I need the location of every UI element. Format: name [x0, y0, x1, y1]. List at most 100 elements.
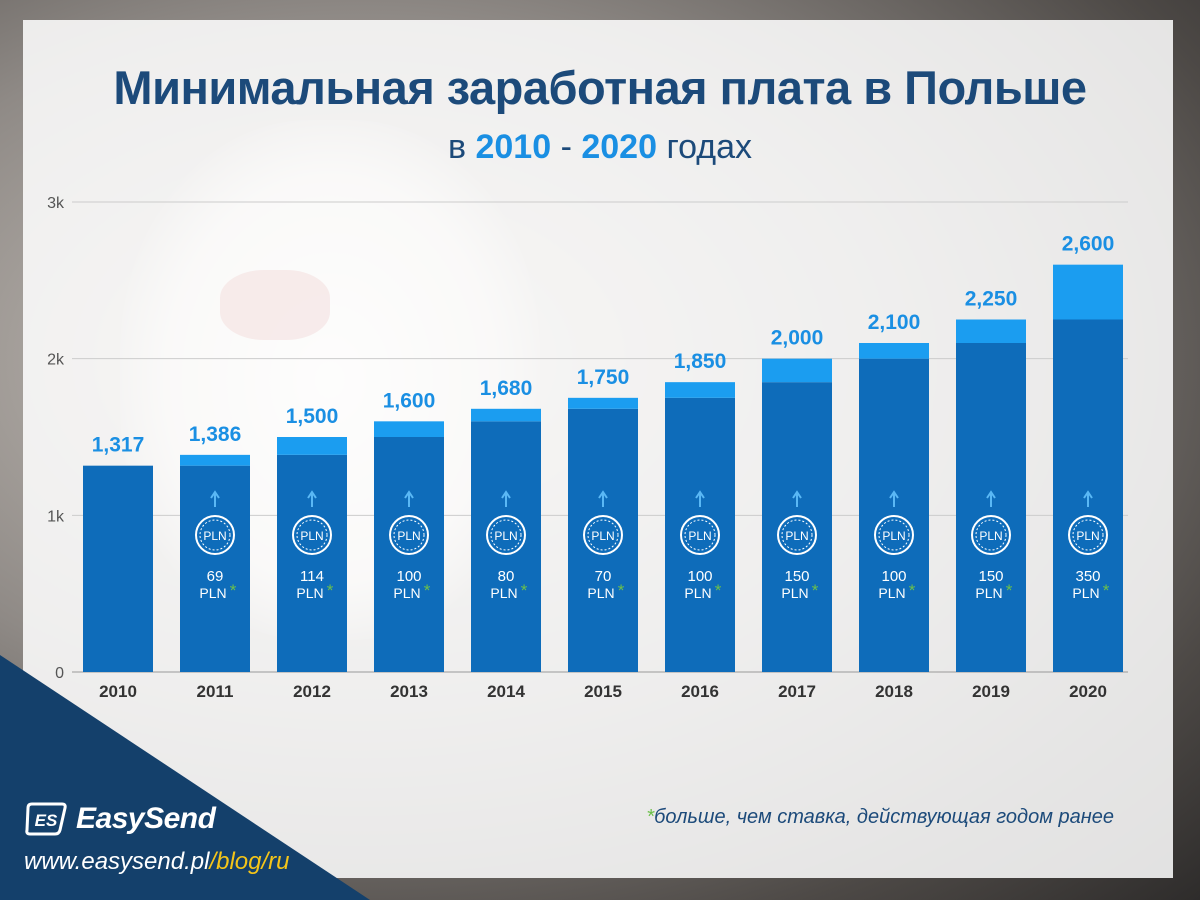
- coin-icon: [777, 515, 817, 555]
- increase-unit: PLN: [587, 585, 614, 601]
- bar-value-label: 2,250: [965, 288, 1018, 311]
- coin-icon: [486, 515, 526, 555]
- x-tick-label: 2012: [293, 682, 331, 701]
- increase-star: *: [327, 581, 334, 600]
- bar-increase: [374, 421, 444, 437]
- coin-label: PLN: [591, 529, 614, 543]
- coin-rim-icon: [296, 519, 328, 551]
- subtitle-prefix: в: [447, 128, 467, 166]
- increase-star: *: [618, 581, 625, 600]
- bar-value-label: 1,850: [674, 350, 727, 373]
- page-subtitle: в 2010 - 2020 годах: [0, 128, 1200, 167]
- up-arrow-head-icon: [210, 490, 220, 499]
- x-tick-label: 2014: [487, 682, 525, 701]
- up-arrow-head-icon: [307, 490, 317, 499]
- increase-amount: 114: [300, 568, 324, 585]
- coin-label: PLN: [494, 529, 517, 543]
- bar-value-label: 1,680: [480, 377, 533, 400]
- bar-base: [471, 421, 541, 672]
- bar-increase: [180, 454, 250, 466]
- brand-name: EasySend: [76, 802, 216, 835]
- coin-rim-icon: [587, 519, 619, 551]
- coin-label: PLN: [203, 529, 226, 543]
- x-tick-label: 2019: [972, 682, 1010, 701]
- bar-value-label: 2,000: [771, 327, 824, 350]
- increase-unit: PLN: [684, 585, 711, 601]
- bar-base: [762, 382, 832, 672]
- increase-star: *: [521, 581, 528, 600]
- x-tick-label: 2016: [681, 682, 719, 701]
- bar-increase: [277, 437, 347, 455]
- footnote-star: *: [646, 806, 655, 828]
- increase-star: *: [909, 581, 916, 600]
- bar-base: [83, 465, 153, 672]
- y-tick-label: 0: [55, 665, 64, 682]
- y-tick-label: 1k: [47, 508, 65, 525]
- subtitle-suffix: годах: [666, 128, 753, 166]
- url-path: /blog/ru: [209, 848, 290, 875]
- coin-label: PLN: [882, 529, 905, 543]
- increase-amount: 70: [595, 568, 612, 585]
- increase-amount: 100: [687, 568, 712, 585]
- subtitle-dash: -: [560, 128, 572, 166]
- bar-increase: [762, 358, 832, 383]
- coin-rim-icon: [975, 519, 1007, 551]
- coin-rim-icon: [199, 519, 231, 551]
- coin-label: PLN: [397, 529, 420, 543]
- bar-value-label: 1,750: [577, 366, 630, 389]
- increase-unit: PLN: [878, 585, 905, 601]
- bar-base: [665, 397, 735, 672]
- coin-icon: [195, 515, 235, 555]
- increase-amount: 150: [784, 568, 809, 585]
- brand-logo[interactable]: ES EasySend: [24, 802, 216, 836]
- increase-unit: PLN: [1072, 585, 1099, 601]
- brand-url[interactable]: www.easysend.pl/blog/ru: [24, 848, 290, 876]
- subtitle-year-from: 2010: [475, 128, 552, 166]
- bar-base: [956, 343, 1026, 672]
- increase-star: *: [812, 581, 819, 600]
- bar-base: [568, 408, 638, 672]
- increase-star: *: [1006, 581, 1013, 600]
- increase-star: *: [230, 581, 237, 600]
- bar-increase: [859, 343, 929, 359]
- coin-label: PLN: [1076, 529, 1099, 543]
- x-tick-label: 2013: [390, 682, 428, 701]
- bar-value-label: 2,100: [868, 311, 921, 334]
- increase-amount: 350: [1075, 568, 1100, 585]
- y-tick-label: 2k: [47, 352, 65, 369]
- coin-icon: [389, 515, 429, 555]
- coin-icon: [680, 515, 720, 555]
- bar-increase: [471, 408, 541, 422]
- x-tick-label: 2015: [584, 682, 622, 701]
- up-arrow-head-icon: [404, 490, 414, 499]
- coin-label: PLN: [979, 529, 1002, 543]
- increase-amount: 150: [978, 568, 1003, 585]
- x-tick-label: 2017: [778, 682, 816, 701]
- x-tick-label: 2011: [197, 682, 234, 701]
- up-arrow-head-icon: [986, 490, 996, 499]
- bar-increase: [665, 382, 735, 398]
- coin-icon: [874, 515, 914, 555]
- increase-unit: PLN: [490, 585, 517, 601]
- x-tick-label: 2010: [99, 682, 137, 701]
- coin-rim-icon: [684, 519, 716, 551]
- bar-value-label: 1,317: [92, 434, 145, 457]
- x-tick-label: 2018: [875, 682, 913, 701]
- coin-rim-icon: [1072, 519, 1104, 551]
- coin-rim-icon: [878, 519, 910, 551]
- up-arrow-head-icon: [1083, 490, 1093, 499]
- increase-unit: PLN: [781, 585, 808, 601]
- increase-unit: PLN: [296, 585, 323, 601]
- increase-amount: 69: [207, 568, 224, 585]
- coin-label: PLN: [300, 529, 323, 543]
- increase-amount: 100: [396, 568, 421, 585]
- up-arrow-head-icon: [501, 490, 511, 499]
- coin-icon: [1068, 515, 1108, 555]
- bar-value-label: 1,386: [189, 423, 242, 446]
- up-arrow-head-icon: [598, 490, 608, 499]
- bar-value-label: 1,600: [383, 389, 436, 412]
- footnote-text: больше, чем ставка, действующая годом ра…: [654, 806, 1114, 828]
- svg-text:ES: ES: [35, 811, 58, 830]
- increase-amount: 80: [498, 568, 515, 585]
